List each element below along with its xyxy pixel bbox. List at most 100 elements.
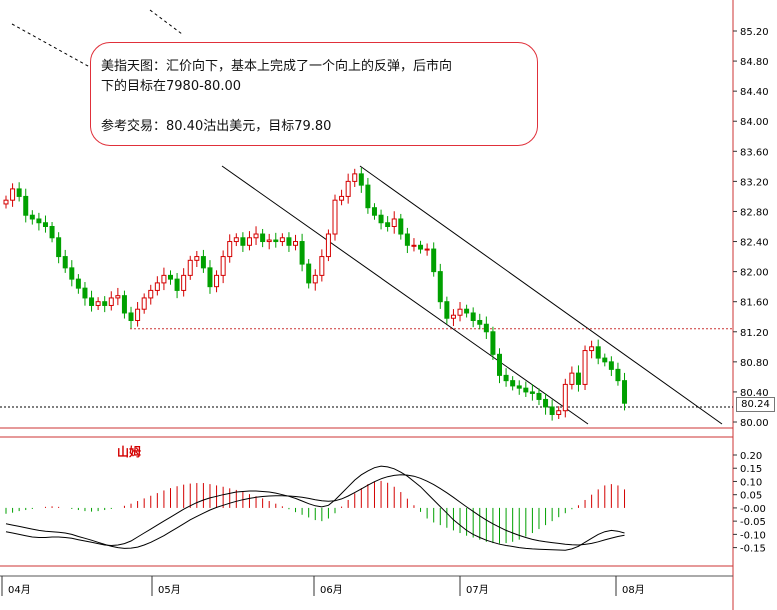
candle [75, 274, 81, 294]
candle [115, 287, 121, 306]
candle-body [431, 248, 437, 273]
candle [128, 306, 134, 329]
candle [385, 216, 391, 232]
candle [529, 384, 535, 401]
candle-body [339, 195, 345, 201]
macd-panel-title: 山姆 [117, 445, 142, 459]
candle [510, 376, 516, 391]
chart-frame [0, 0, 734, 610]
candle [95, 297, 101, 310]
candle [16, 182, 22, 202]
candlestick-series [3, 167, 628, 421]
macd-tick-label: -0.00 [740, 504, 766, 515]
candle [141, 293, 147, 314]
candle-body [556, 410, 562, 415]
candle [279, 233, 285, 247]
trend-channel-lower [221, 165, 589, 425]
price-tick-label: 82.80 [740, 207, 769, 218]
date-tick-label: 04月 [8, 584, 31, 596]
candle [154, 276, 160, 296]
candle-body [253, 233, 259, 239]
candle [29, 210, 35, 225]
candle [220, 250, 226, 284]
candle-body [115, 295, 121, 299]
candle-body [10, 188, 16, 201]
candle-body [240, 237, 246, 246]
candle [444, 296, 450, 324]
candle [437, 263, 443, 309]
price-tick-label: 80.80 [740, 358, 769, 369]
candle-body [589, 346, 595, 352]
candle [378, 209, 384, 230]
candle [299, 233, 305, 272]
candle-body [510, 380, 516, 387]
candle [161, 267, 167, 291]
candle-body [207, 267, 213, 288]
macd-tick-label: -0.10 [740, 530, 766, 541]
candle [89, 290, 95, 312]
macd-tick-label: 0.05 [740, 491, 762, 502]
candle-body [562, 383, 568, 412]
candle [523, 381, 529, 397]
macd-axis: 0.20 0.15 0.10 0.05 -0.00 -0.05 -0.10 -0.15 [733, 451, 766, 555]
candle [543, 393, 549, 415]
price-tick-label: 84.00 [740, 117, 769, 128]
candle [187, 255, 193, 280]
candle-body [503, 374, 509, 382]
candle [253, 226, 259, 245]
candle [42, 215, 48, 233]
candle-body [536, 392, 542, 400]
candle [273, 232, 279, 248]
candle [497, 348, 502, 384]
candle-body [161, 274, 167, 284]
callout-line-3: 参考交易：80.40沽出美元，目标79.80 [101, 119, 332, 134]
candle [398, 213, 404, 240]
candle [23, 188, 29, 223]
candle [371, 203, 377, 220]
candle [339, 189, 345, 206]
candle-body [36, 218, 42, 224]
candle-body [227, 241, 233, 258]
trend-channel-upper [359, 165, 723, 425]
candle [404, 227, 410, 254]
candle [589, 340, 595, 359]
candle-body [168, 274, 173, 280]
candle [450, 309, 456, 326]
candle-body [470, 312, 476, 321]
date-tick-label: 07月 [466, 584, 489, 596]
candle-body [181, 274, 187, 291]
candle-body [450, 314, 456, 319]
candle [575, 365, 581, 392]
macd-tick-label: -0.15 [740, 544, 766, 555]
candle-body [82, 287, 88, 299]
candle [56, 232, 62, 264]
candle [470, 307, 476, 328]
candle [391, 211, 397, 234]
candle-body [319, 256, 325, 276]
macd-tick-label: 0.10 [740, 477, 762, 488]
price-tick-label: 84.40 [740, 87, 769, 98]
price-tick-label: 85.20 [740, 27, 769, 38]
candle-body [371, 207, 377, 216]
price-tick-label: 80.00 [740, 418, 769, 429]
candle [10, 183, 16, 207]
candle [121, 290, 127, 319]
candle-body [352, 173, 358, 182]
candle-body [398, 218, 404, 235]
candle-body [233, 237, 239, 243]
candle-body [214, 274, 220, 288]
candle-body [543, 398, 549, 408]
candle-body [523, 387, 529, 393]
candle-body [385, 222, 391, 228]
analysis-callout: 美指天图：汇价向下，基本上完成了一个向上的反弹，后市向 下的目标在7980-80… [90, 42, 538, 146]
candle [135, 302, 141, 327]
candle [431, 242, 437, 277]
candle-body [325, 233, 331, 258]
candle [194, 250, 200, 267]
candle-body [595, 346, 601, 359]
candle [168, 270, 173, 285]
candle [49, 221, 55, 243]
candle-body [411, 244, 417, 247]
candle [207, 260, 213, 294]
